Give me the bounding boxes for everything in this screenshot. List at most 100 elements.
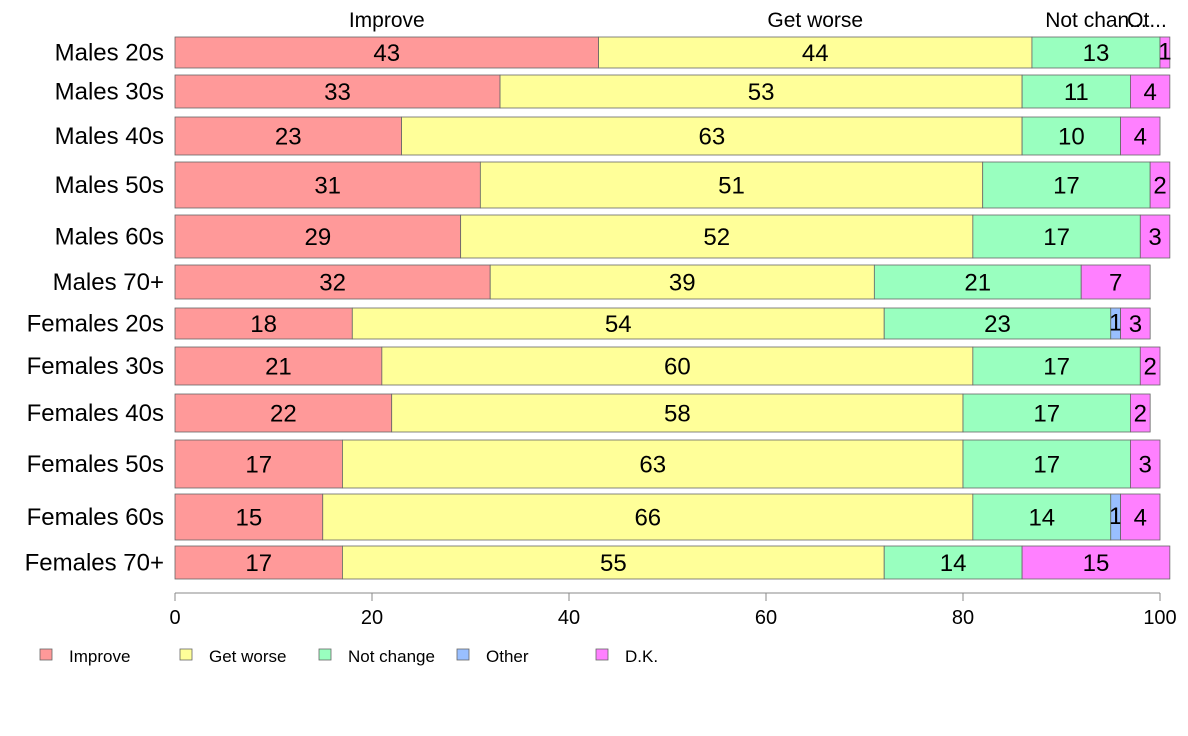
data-label: 17 — [1033, 451, 1060, 478]
bar-segment — [174, 439, 343, 489]
bar-segment — [460, 214, 974, 259]
data-label: 7 — [1109, 269, 1122, 296]
legend-label: Improve — [69, 647, 130, 666]
data-label: 17 — [245, 451, 272, 478]
category-label: Males 30s — [55, 79, 164, 106]
bar-segment — [962, 439, 1131, 489]
x-tick-label: 100 — [1143, 607, 1176, 629]
data-label: 43 — [373, 40, 400, 67]
data-label: 39 — [669, 269, 696, 296]
legend-label: Other — [486, 647, 529, 666]
category-label: Males 60s — [55, 224, 164, 251]
data-label: 21 — [964, 269, 991, 296]
bar-segment — [1159, 36, 1171, 69]
data-label: 14 — [940, 550, 967, 577]
x-tick-label: 20 — [361, 607, 383, 629]
data-label: 31 — [314, 172, 341, 199]
bar-segment — [1130, 393, 1151, 433]
bar-segment — [1139, 214, 1171, 259]
category-label: Males 40s — [55, 123, 164, 150]
x-axis: 0 20 40 60 80 100 — [169, 592, 1177, 629]
data-label: 63 — [698, 123, 725, 150]
category-labels: Males 20s Males 30s Males 40s Males 50s Male… — [25, 40, 164, 577]
bar-segment — [972, 346, 1141, 386]
top-series-label: Get worse — [767, 9, 863, 32]
data-label: 17 — [245, 550, 272, 577]
data-label: 4 — [1143, 79, 1156, 106]
bar-segment — [1021, 545, 1171, 580]
bar-segment — [174, 161, 481, 209]
data-label: 63 — [639, 451, 666, 478]
bar-segment — [489, 264, 875, 300]
top-series-label: Not chan... — [1045, 9, 1147, 32]
data-label: 3 — [1139, 451, 1152, 478]
bar-segment — [972, 493, 1112, 541]
data-label: 17 — [1033, 400, 1060, 427]
top-series-label: Ot... — [1127, 9, 1167, 32]
top-series-labels: Improve Get worse Not chan...Ot... — [349, 9, 1167, 32]
legend-swatch — [179, 648, 193, 661]
legend-label: Not change — [348, 647, 435, 666]
bar-segment — [883, 307, 1112, 340]
data-label: 3 — [1148, 224, 1161, 251]
data-label: 3 — [1129, 311, 1142, 338]
data-label: 58 — [664, 400, 691, 427]
bar-segment — [174, 346, 383, 386]
bar-segment — [1130, 439, 1161, 489]
legend-swatch — [39, 648, 53, 661]
data-label: 2 — [1134, 400, 1147, 427]
data-label: 17 — [1053, 172, 1080, 199]
bar-segment — [1120, 493, 1161, 541]
bar-segment — [962, 393, 1131, 433]
data-label: 52 — [703, 224, 730, 251]
bar-segment — [1130, 74, 1171, 109]
bar-segment — [1120, 116, 1161, 156]
data-label: 10 — [1058, 123, 1085, 150]
category-label: Males 50s — [55, 172, 164, 199]
data-label: 1 — [1109, 503, 1122, 530]
bar-segment — [381, 346, 974, 386]
bars: 43 44 13 133 53 11 423 63 10 431 51 17 229 52 17 332 39 2… — [174, 36, 1172, 580]
bar-segment — [174, 74, 501, 109]
x-tick-label: 60 — [755, 607, 777, 629]
category-label: Females 40s — [27, 400, 164, 427]
bar-segment — [174, 116, 402, 156]
category-label: Females 20s — [27, 311, 164, 338]
legend-swatch — [456, 648, 470, 661]
bar-segment — [174, 493, 324, 541]
data-label: 66 — [634, 504, 661, 531]
bar-segment — [174, 214, 462, 259]
bar-segment — [174, 307, 353, 340]
bar-segment — [598, 36, 1033, 69]
bar-segment — [883, 545, 1023, 580]
bar-segment — [982, 161, 1151, 209]
bar-segment — [1021, 74, 1131, 109]
bar-segment — [499, 74, 1023, 109]
data-label: 55 — [600, 550, 627, 577]
data-label: 14 — [1028, 504, 1055, 531]
bar-segment — [479, 161, 984, 209]
bar-segment — [174, 393, 393, 433]
data-label: 60 — [664, 353, 691, 380]
data-label: 29 — [304, 224, 331, 251]
category-label: Males 20s — [55, 40, 164, 67]
bar-segment — [401, 116, 1023, 156]
data-label: 17 — [1043, 353, 1070, 380]
category-label: Females 50s — [27, 451, 164, 478]
legend-label: D.K. — [625, 647, 658, 666]
data-label: 1 — [1109, 310, 1122, 337]
legend-swatch — [318, 648, 332, 661]
bar-segment — [342, 439, 964, 489]
data-label: 2 — [1143, 353, 1156, 380]
bar-segment — [322, 493, 974, 541]
data-label: 13 — [1083, 40, 1110, 67]
data-label: 33 — [324, 79, 351, 106]
legend-label: Get worse — [209, 647, 286, 666]
x-tick-label: 0 — [169, 607, 180, 629]
bar-segment — [972, 214, 1141, 259]
data-label: 15 — [236, 504, 263, 531]
category-label: Females 30s — [27, 353, 164, 380]
bar-segment — [342, 545, 885, 580]
bar-segment — [1080, 264, 1151, 300]
